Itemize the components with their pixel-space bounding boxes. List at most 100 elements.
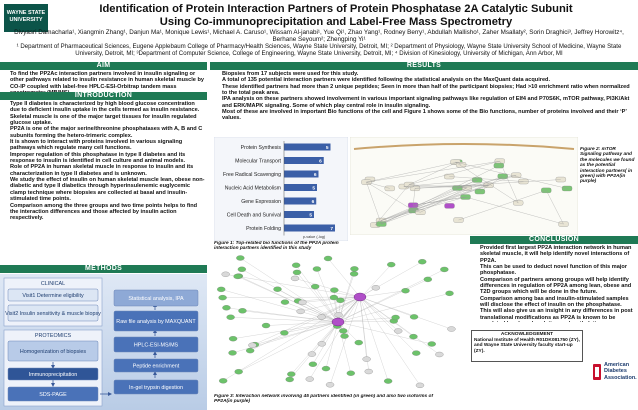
network-node [307,351,317,357]
section-heading: RESULTS [210,62,638,70]
network-edge [291,296,361,375]
bullet: PP2A is one of the major serine/threonin… [10,126,206,139]
network-edge [298,296,361,302]
bullet: Role of PP2A in human skeletal muscle in… [10,164,206,177]
bar-count-label: 6 [314,172,317,178]
network-edge [359,296,389,382]
network-node [383,378,393,384]
network-edge [289,296,361,380]
bullet: Comparison among the three groups and tw… [10,203,206,222]
network-edge [225,274,361,298]
network-edge [252,296,361,346]
ada-line: American [604,362,630,368]
network-node [387,261,396,268]
bar [284,211,314,218]
network-edge [321,296,361,318]
network-edge [359,296,415,318]
cell-membrane [353,143,575,150]
network-node [409,314,419,320]
proteomics-step-box [7,386,99,402]
network-node [217,286,226,293]
network-node [336,297,345,303]
network-node [219,378,228,384]
bar [284,170,319,178]
network-node [435,351,444,358]
network-edge [359,296,414,337]
bullet: We study the effect of insulin on human … [10,177,206,202]
pathway-edge [403,185,489,187]
network-node [226,314,235,320]
ada-mark [595,367,599,377]
network-edge [284,321,339,334]
network-node [261,322,271,329]
network-node [280,330,289,336]
clinical-step-label: Visit2 Insulin sensitivity & muscle biop… [5,311,101,317]
bullet: IPA analysis on these partners showed in… [222,96,636,109]
pathway-edge [409,184,467,189]
network-node [280,299,290,305]
section-heading: INTRODUCTION [0,92,207,100]
network-node [423,276,432,283]
section-heading: AIM [0,62,207,70]
category-label: Gene Expression [241,199,281,205]
intro-text: Type II diabetes is characterized by hig… [2,101,206,264]
network-edge [337,321,432,345]
network-node [364,368,373,375]
pathway-edge [375,184,410,226]
network-node [292,262,301,268]
pathway-edge [457,185,489,189]
network-edge [238,321,339,372]
pathway-edge [366,162,458,183]
network-edge [359,296,399,332]
proteomics-step-box [7,367,99,381]
network-edge [329,296,361,385]
bullet: A total of 135 potential interaction par… [222,77,636,83]
bar-count-label: 5 [326,145,329,151]
network-hub [331,317,345,327]
bar-count-label: 7 [330,226,333,232]
network-edge [359,296,452,330]
section-heading: METHODS [0,265,207,273]
network-edge [337,317,396,323]
ada-logo: American Diabetes Association. [592,360,638,384]
ms-step-box [113,379,199,395]
ms-step-label: Raw file analysis by MAXQUANT [116,319,196,325]
bullet: Skeletal muscle is one of the major targ… [10,114,206,127]
network-node [349,271,359,277]
network-node [237,266,247,272]
network-node [221,271,230,277]
network-edge [296,272,339,323]
figure-2-pathway [350,137,578,235]
network-node [222,305,231,311]
pathway-edge [366,181,390,189]
bullet: These identified partners had more than … [222,84,636,97]
network-edge [241,269,339,323]
bullet-list: Type II diabetes is characterized by hig… [2,101,206,222]
pathway-edge [458,190,547,221]
network-edge [284,302,339,323]
network-edge [266,321,339,326]
pathway-edge [499,161,519,203]
ms-step-box [113,358,199,373]
network-node [292,269,302,276]
network-node [339,328,348,334]
network-node [218,295,227,301]
figure-caption: Figure 3: Interaction network involving … [214,394,434,405]
network-node [362,356,371,362]
bullet-list: Biopsies from 17 subjects were used for … [214,71,636,122]
methods-diagram: CLINICAL Visit1 Determine eligibility Visi… [0,274,207,410]
network-edge [359,296,367,360]
pathway-edge [415,185,489,189]
network-node [311,283,320,290]
acknowledgement: ACKNOWLEDGEMENT National Institute of He… [471,330,583,362]
network-edge [359,296,440,355]
network-node [334,312,343,318]
bar [284,157,324,164]
network-edge [325,321,339,369]
network-node [287,371,296,377]
pathway-edge [479,176,503,192]
authors: Divyasri Damacharla¹, Xiangmin Zhang¹, D… [14,29,624,43]
category-label: Cell Death and Survival [227,212,281,218]
network-node [317,314,326,320]
